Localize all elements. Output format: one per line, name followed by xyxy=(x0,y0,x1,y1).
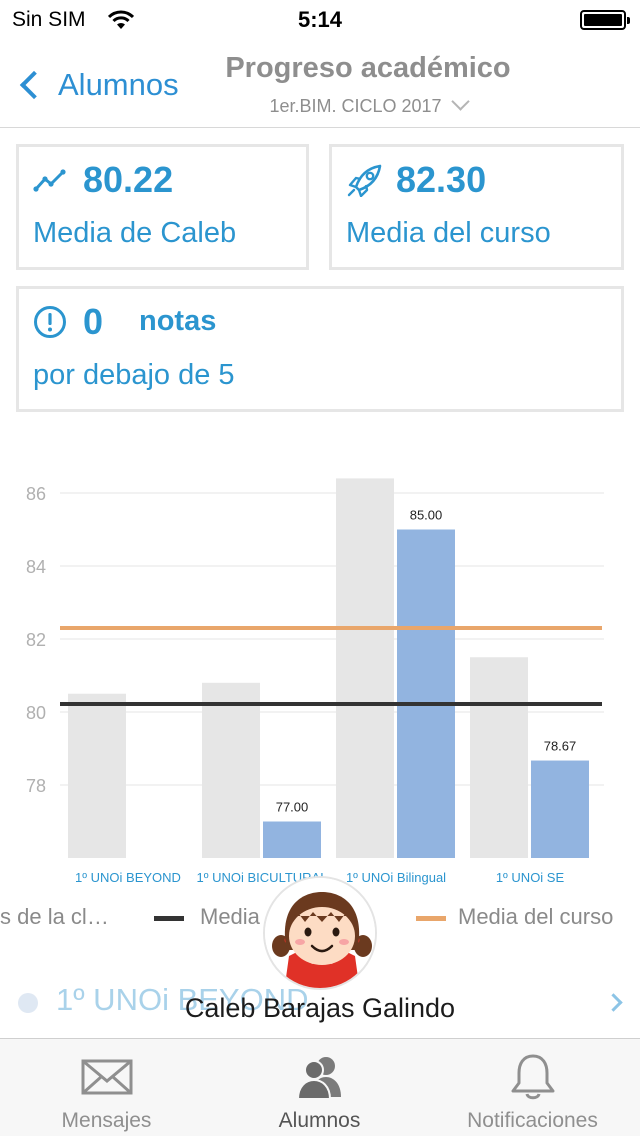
student-average-value: 80.22 xyxy=(83,159,174,200)
tab-notifications[interactable]: Notificaciones xyxy=(426,1039,639,1136)
y-tick-label: 78 xyxy=(26,776,46,796)
battery-icon xyxy=(580,10,630,30)
course-average-card: 82.30 Media del curso xyxy=(329,144,624,270)
tab-notifications-label: Notificaciones xyxy=(467,1109,598,1132)
class-average-bar xyxy=(202,682,260,858)
back-label: Alumnos xyxy=(58,67,179,102)
back-button[interactable]: Alumnos xyxy=(14,60,179,110)
status-bar: Sin SIM 5:14 xyxy=(0,0,640,40)
tab-students[interactable]: Alumnos xyxy=(213,1039,426,1136)
rocket-icon xyxy=(347,164,382,197)
bar-value-label: 77.00 xyxy=(276,800,309,815)
x-category-label: 1º UNOi Bilingual xyxy=(346,870,446,885)
legend-course-average: Media del curso xyxy=(458,904,614,929)
legend-course-swatch xyxy=(416,916,446,921)
chart-legend: s de la cl… Media Media del curso xyxy=(0,900,640,940)
student-grade-bar xyxy=(531,760,589,858)
x-category-label: 1º UNOi SE xyxy=(496,870,565,885)
chevron-left-icon xyxy=(19,70,49,100)
people-icon xyxy=(296,1057,341,1100)
trend-line-icon xyxy=(33,169,66,192)
course-average-label: Media del curso xyxy=(346,217,551,249)
subject-dot xyxy=(18,993,38,1013)
low-grades-label: por debajo de 5 xyxy=(33,359,235,391)
legend-class-average: s de la cl… xyxy=(0,904,109,929)
y-tick-label: 86 xyxy=(26,484,46,504)
y-tick-label: 80 xyxy=(26,703,46,723)
class-average-bar xyxy=(68,693,126,858)
bar-value-label: 85.00 xyxy=(410,508,443,523)
carrier-label: Sin SIM xyxy=(12,8,86,31)
low-grades-unit: notas xyxy=(139,305,217,337)
page-title: Progreso académico xyxy=(225,52,511,84)
x-category-label: 1º UNOi BEYOND xyxy=(75,870,181,885)
navigation-bar: Alumnos Progreso académico 1er.BIM. CICL… xyxy=(0,40,640,128)
student-avatar[interactable] xyxy=(263,876,377,990)
low-grades-count: 0 xyxy=(83,301,104,342)
tab-messages[interactable]: Mensajes xyxy=(0,1039,213,1136)
bar-value-label: 78.67 xyxy=(544,739,577,754)
subject-name: 1º UNOi BEYOND xyxy=(56,982,309,1017)
subject-row[interactable]: 1º UNOi BEYOND Caleb Barajas Galindo xyxy=(0,980,640,1034)
student-grade-bar xyxy=(263,821,321,858)
period-label: 1er.BIM. CICLO 2017 xyxy=(269,96,442,116)
course-average-value: 82.30 xyxy=(396,159,487,200)
period-selector[interactable]: 1er.BIM. CICLO 2017 xyxy=(218,92,518,117)
chevron-down-icon xyxy=(450,92,470,111)
bell-icon xyxy=(511,1054,554,1100)
legend-student-swatch xyxy=(154,916,184,921)
alert-circle-icon xyxy=(34,306,66,338)
low-grades-card: 0 notas por debajo de 5 xyxy=(16,286,624,412)
clock: 5:14 xyxy=(297,7,343,32)
class-average-bar xyxy=(336,478,394,858)
student-average-label: Media de Caleb xyxy=(33,217,237,249)
envelope-icon xyxy=(81,1059,132,1095)
wifi-icon xyxy=(108,10,134,29)
grades-bar-chart: 78 80 82 84 86 1º UNOi BEYOND 77.00 1º UNOi BIC… xyxy=(0,460,640,900)
student-grade-bar xyxy=(397,529,455,858)
girl-avatar-icon xyxy=(265,878,375,988)
legend-student-average: Media xyxy=(200,904,260,929)
tab-bar: Mensajes Alumnos Notificaciones xyxy=(0,1038,640,1136)
student-name: Caleb Barajas Galindo xyxy=(184,993,456,1023)
tab-students-label: Alumnos xyxy=(278,1109,361,1132)
tab-messages-label: Mensajes xyxy=(61,1109,152,1132)
y-tick-label: 84 xyxy=(26,557,46,577)
student-average-card: 80.22 Media de Caleb xyxy=(16,144,309,270)
y-tick-label: 82 xyxy=(26,630,46,650)
class-average-bar xyxy=(470,657,528,858)
